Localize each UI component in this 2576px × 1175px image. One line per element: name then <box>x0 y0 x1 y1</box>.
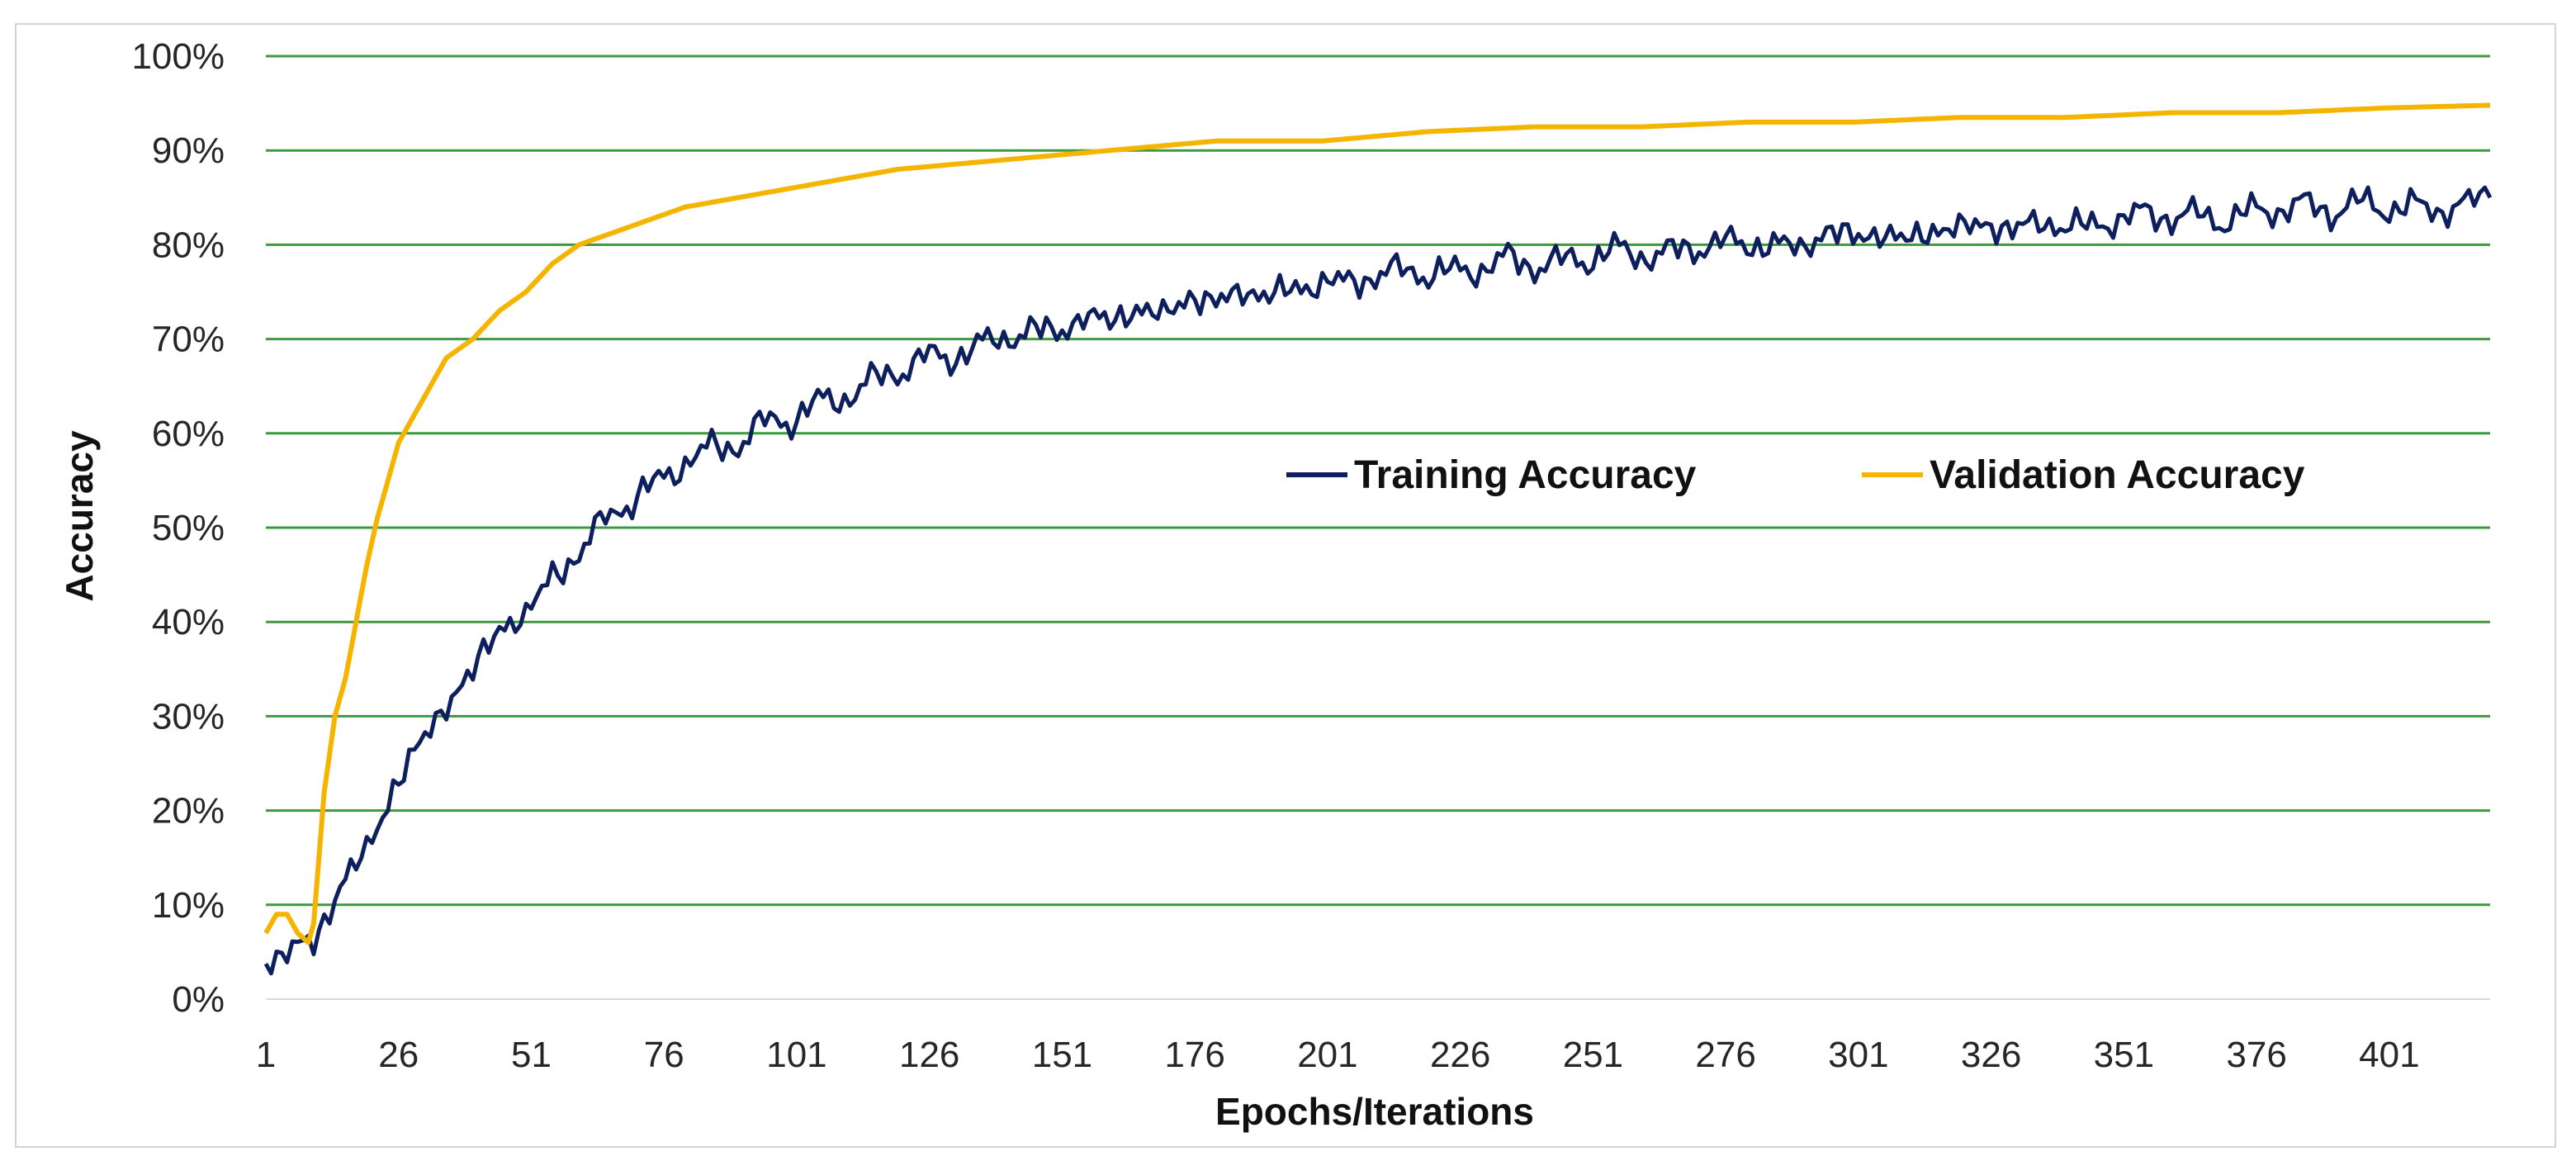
x-tick-label: 301 <box>1828 1035 1888 1075</box>
y-tick-label: 70% <box>152 320 225 360</box>
x-tick-label: 376 <box>2226 1035 2286 1075</box>
y-tick-label: 30% <box>152 696 225 737</box>
x-tick-label: 226 <box>1430 1035 1490 1075</box>
y-tick-label: 100% <box>131 36 225 77</box>
x-tick-label: 1 <box>256 1035 276 1075</box>
y-tick-label: 10% <box>152 885 225 926</box>
series-lines <box>263 102 2493 976</box>
x-axis-title: Epochs/Iterations <box>1215 1090 1534 1133</box>
y-axis-tick-labels: 0% 10% 20% 30% 40% 50% 60% 70% 80% 90% 100% <box>131 36 225 1020</box>
training-accuracy-line <box>263 185 2493 976</box>
legend: Training Accuracy Validation Accuracy <box>1286 453 2305 497</box>
y-tick-label: 90% <box>152 130 225 171</box>
x-tick-label: 76 <box>644 1035 684 1075</box>
x-axis-tick-labels: 1 26 51 76 101 126 151 176 201 226 251 276 301 326 351… <box>256 1035 2420 1075</box>
x-tick-label: 251 <box>1563 1035 1623 1075</box>
x-tick-label: 126 <box>899 1035 959 1075</box>
y-tick-label: 40% <box>152 602 225 642</box>
x-tick-label: 151 <box>1032 1035 1092 1075</box>
x-tick-label: 51 <box>511 1035 552 1075</box>
legend-label-validation: Validation Accuracy <box>1930 453 2305 497</box>
x-tick-label: 401 <box>2359 1035 2419 1075</box>
x-tick-label: 201 <box>1297 1035 1357 1075</box>
y-tick-label: 0% <box>172 979 225 1020</box>
validation-accuracy-line <box>263 102 2491 945</box>
gridlines <box>266 54 2490 1000</box>
y-tick-label: 50% <box>152 508 225 548</box>
y-tick-label: 20% <box>152 791 225 832</box>
y-axis-title: Accuracy <box>58 430 101 602</box>
y-tick-label: 60% <box>152 414 225 454</box>
x-tick-label: 101 <box>766 1035 826 1075</box>
x-tick-label: 176 <box>1164 1035 1224 1075</box>
x-tick-label: 276 <box>1695 1035 1755 1075</box>
x-tick-label: 26 <box>378 1035 419 1075</box>
x-tick-label: 326 <box>1961 1035 2021 1075</box>
y-tick-label: 80% <box>152 225 225 265</box>
x-tick-label: 351 <box>2094 1035 2154 1075</box>
legend-label-training: Training Accuracy <box>1354 453 1697 497</box>
